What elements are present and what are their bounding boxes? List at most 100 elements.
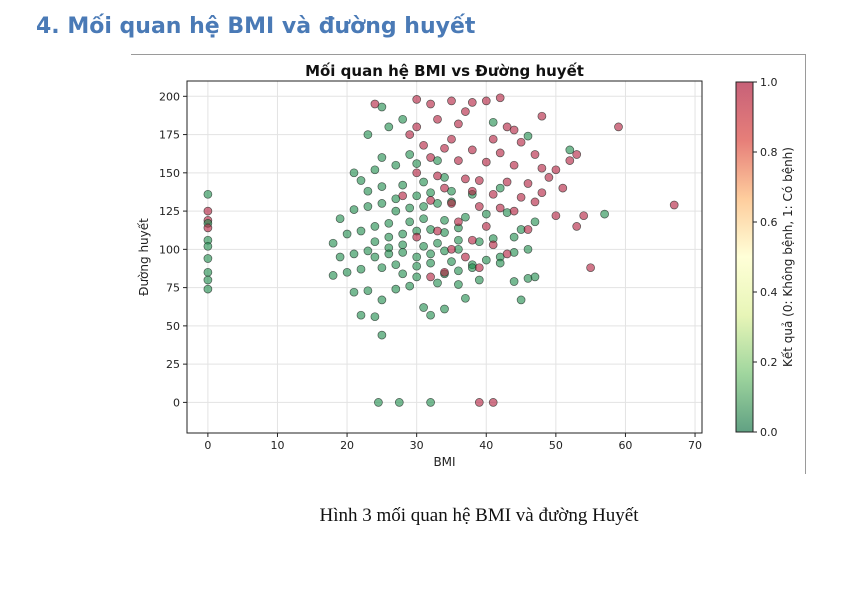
data-point: [370, 165, 380, 175]
data-point: [440, 215, 449, 225]
colorbar-tick-label: 0.0: [760, 426, 778, 439]
data-point: [454, 119, 463, 129]
data-point: [391, 206, 401, 216]
data-point: [440, 246, 449, 256]
data-point: [600, 209, 609, 219]
data-point: [426, 398, 435, 407]
colorbar: [735, 81, 754, 433]
data-point: [572, 222, 582, 231]
data-point: [398, 229, 408, 239]
data-point: [405, 281, 415, 291]
data-point: [440, 173, 449, 182]
data-point: [474, 275, 484, 285]
data-point: [454, 280, 463, 289]
data-point: [509, 125, 519, 135]
data-point: [398, 191, 408, 201]
data-point: [461, 107, 470, 116]
data-point: [454, 217, 463, 227]
data-point: [412, 168, 422, 178]
y-tick-label: 100: [159, 243, 180, 256]
data-point: [203, 284, 213, 294]
data-point: [558, 183, 568, 193]
data-point: [454, 235, 463, 245]
data-point: [481, 222, 491, 231]
data-point: [495, 93, 505, 103]
data-point: [349, 249, 359, 259]
data-point: [502, 208, 512, 217]
data-point: [530, 197, 540, 207]
colorbar-tick-label: 0.8: [760, 146, 778, 159]
data-point: [565, 145, 575, 155]
data-point: [419, 303, 428, 312]
data-point: [426, 153, 435, 162]
colorbar-ticks: 0.0 0.2 0.4 0.6 0.8 1.0: [753, 76, 778, 439]
data-point: [454, 156, 463, 165]
data-point: [433, 238, 442, 248]
data-point: [426, 196, 435, 205]
data-point: [203, 241, 213, 251]
data-point: [412, 272, 422, 282]
data-point: [419, 214, 428, 224]
data-point: [419, 177, 428, 187]
data-point: [572, 150, 582, 159]
data-point: [447, 134, 456, 144]
data-point: [419, 241, 428, 251]
data-point: [440, 143, 449, 153]
y-tick-label: 75: [166, 282, 180, 295]
data-point: [467, 145, 477, 155]
data-point: [544, 173, 554, 182]
colorbar-title: Kết quả (0: Không bệnh, 1: Có bệnh): [781, 147, 795, 367]
data-point: [384, 232, 394, 242]
chart-title: Mối quan hệ BMI vs Đường huyết: [305, 61, 584, 80]
data-point: [433, 278, 442, 288]
data-point: [565, 156, 575, 165]
data-point: [363, 186, 373, 196]
data-point: [342, 229, 352, 239]
data-point: [579, 211, 589, 221]
data-point: [370, 99, 380, 109]
x-tick-label: 0: [204, 439, 211, 452]
data-point: [440, 228, 449, 237]
x-tick-label: 10: [270, 439, 284, 452]
data-point: [384, 249, 394, 259]
data-point: [203, 267, 213, 277]
data-point: [384, 122, 394, 132]
data-point: [495, 258, 505, 268]
data-point: [481, 96, 491, 106]
data-point: [488, 240, 498, 250]
data-point: [328, 238, 338, 248]
data-point: [412, 261, 422, 271]
section-heading: 4. Mối quan hệ BMI và đường huyết: [36, 14, 476, 39]
data-point: [495, 203, 505, 213]
data-point: [335, 252, 345, 262]
data-point: [363, 202, 373, 211]
data-point: [426, 99, 435, 109]
data-point: [509, 248, 519, 257]
data-point: [467, 98, 477, 107]
y-tick-label: 50: [166, 320, 180, 333]
data-point: [370, 312, 380, 322]
x-tick-label: 50: [549, 439, 563, 452]
data-point: [530, 217, 540, 227]
data-point: [342, 267, 352, 277]
data-point: [447, 244, 456, 254]
data-point: [203, 275, 213, 285]
figure-frame: Mối quan hệ BMI vs Đường huyết 0 10 20 30 40…: [131, 54, 806, 474]
data-point: [203, 189, 213, 199]
data-point: [370, 252, 380, 262]
x-tick-label: 20: [340, 439, 354, 452]
data-point: [405, 150, 415, 159]
data-point: [370, 222, 380, 231]
data-point: [398, 269, 408, 279]
y-tick-label: 175: [159, 129, 180, 142]
grid: [187, 81, 702, 433]
data-point: [474, 202, 484, 211]
data-point: [481, 209, 491, 219]
x-tick-label: 30: [410, 439, 424, 452]
data-point: [551, 211, 561, 221]
data-point: [433, 114, 442, 124]
data-point: [374, 398, 383, 407]
y-tick-label: 150: [159, 167, 180, 180]
data-point: [377, 295, 387, 305]
figure-caption: Hình 3 mối quan hệ BMI và đường Huyết: [319, 505, 639, 526]
